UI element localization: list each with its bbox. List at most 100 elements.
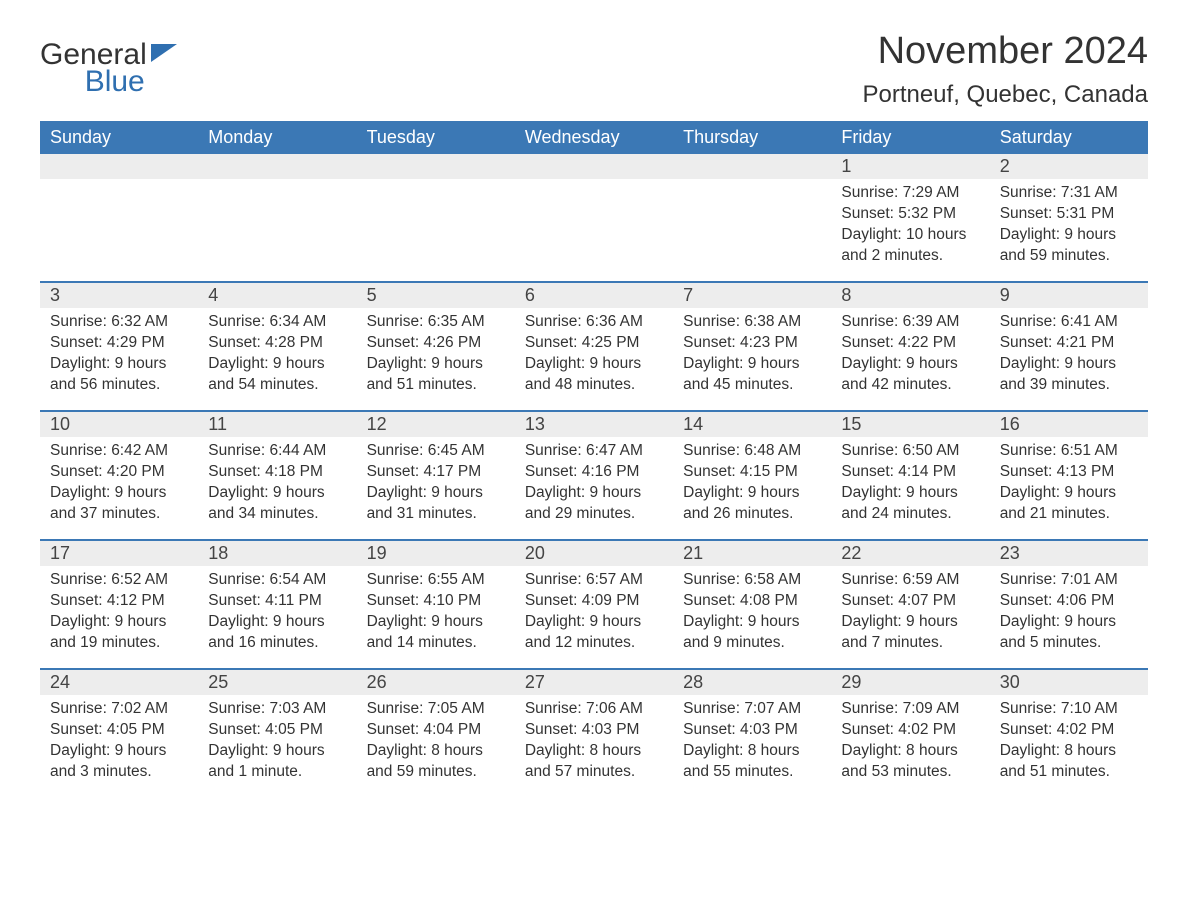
daylight-line: Daylight: 9 hours and 12 minutes. — [525, 612, 663, 654]
calendar-header-row: SundayMondayTuesdayWednesdayThursdayFrid… — [40, 121, 1148, 154]
calendar-day-cell: 1Sunrise: 7:29 AMSunset: 5:32 PMDaylight… — [831, 154, 989, 282]
day-number: 17 — [40, 541, 198, 566]
sunrise-line: Sunrise: 6:52 AM — [50, 570, 188, 591]
day-body: Sunrise: 6:50 AMSunset: 4:14 PMDaylight:… — [831, 437, 989, 533]
sunset-line: Sunset: 4:23 PM — [683, 333, 821, 354]
sunrise-line: Sunrise: 6:35 AM — [367, 312, 505, 333]
day-body: Sunrise: 6:41 AMSunset: 4:21 PMDaylight:… — [990, 308, 1148, 404]
sunrise-line: Sunrise: 7:09 AM — [841, 699, 979, 720]
daylight-line: Daylight: 8 hours and 55 minutes. — [683, 741, 821, 783]
weekday-header: Monday — [198, 121, 356, 154]
calendar-week-row: 10Sunrise: 6:42 AMSunset: 4:20 PMDayligh… — [40, 412, 1148, 540]
calendar-day-cell — [357, 154, 515, 282]
sunset-line: Sunset: 4:16 PM — [525, 462, 663, 483]
calendar-day-cell: 16Sunrise: 6:51 AMSunset: 4:13 PMDayligh… — [990, 412, 1148, 540]
sunrise-line: Sunrise: 6:39 AM — [841, 312, 979, 333]
calendar-day-cell: 5Sunrise: 6:35 AMSunset: 4:26 PMDaylight… — [357, 283, 515, 411]
day-number: 24 — [40, 670, 198, 695]
day-body: Sunrise: 7:02 AMSunset: 4:05 PMDaylight:… — [40, 695, 198, 791]
sunset-line: Sunset: 4:29 PM — [50, 333, 188, 354]
day-number: 10 — [40, 412, 198, 437]
sunset-line: Sunset: 4:05 PM — [208, 720, 346, 741]
day-body: Sunrise: 6:54 AMSunset: 4:11 PMDaylight:… — [198, 566, 356, 662]
day-body: Sunrise: 6:47 AMSunset: 4:16 PMDaylight:… — [515, 437, 673, 533]
daylight-line: Daylight: 9 hours and 19 minutes. — [50, 612, 188, 654]
day-number: 22 — [831, 541, 989, 566]
daylight-line: Daylight: 8 hours and 59 minutes. — [367, 741, 505, 783]
calendar-day-cell: 19Sunrise: 6:55 AMSunset: 4:10 PMDayligh… — [357, 541, 515, 669]
daylight-line: Daylight: 9 hours and 29 minutes. — [525, 483, 663, 525]
day-number: 3 — [40, 283, 198, 308]
calendar-day-cell: 2Sunrise: 7:31 AMSunset: 5:31 PMDaylight… — [990, 154, 1148, 282]
sunrise-line: Sunrise: 6:44 AM — [208, 441, 346, 462]
brand-logo: General Blue — [40, 30, 177, 95]
sunset-line: Sunset: 4:03 PM — [683, 720, 821, 741]
sunrise-line: Sunrise: 7:07 AM — [683, 699, 821, 720]
day-body: Sunrise: 7:07 AMSunset: 4:03 PMDaylight:… — [673, 695, 831, 791]
daylight-line: Daylight: 8 hours and 51 minutes. — [1000, 741, 1138, 783]
weekday-header: Friday — [831, 121, 989, 154]
calendar-day-cell: 23Sunrise: 7:01 AMSunset: 4:06 PMDayligh… — [990, 541, 1148, 669]
sunset-line: Sunset: 5:31 PM — [1000, 204, 1138, 225]
sunset-line: Sunset: 4:22 PM — [841, 333, 979, 354]
calendar-day-cell: 3 Sunrise: 6:32 AMSunset: 4:29 PMDaylight… — [40, 283, 198, 411]
calendar-day-cell: 29Sunrise: 7:09 AMSunset: 4:02 PMDayligh… — [831, 670, 989, 798]
day-body: Sunrise: 6:39 AMSunset: 4:22 PMDaylight:… — [831, 308, 989, 404]
calendar-day-cell: 17Sunrise: 6:52 AMSunset: 4:12 PMDayligh… — [40, 541, 198, 669]
day-body: Sunrise: 7:29 AMSunset: 5:32 PMDaylight:… — [831, 179, 989, 275]
sunrise-line: Sunrise: 6:54 AM — [208, 570, 346, 591]
calendar-day-cell: 15Sunrise: 6:50 AMSunset: 4:14 PMDayligh… — [831, 412, 989, 540]
day-number-empty — [40, 154, 198, 179]
daylight-line: Daylight: 8 hours and 53 minutes. — [841, 741, 979, 783]
sunset-line: Sunset: 4:06 PM — [1000, 591, 1138, 612]
sunset-line: Sunset: 5:32 PM — [841, 204, 979, 225]
sunset-line: Sunset: 4:09 PM — [525, 591, 663, 612]
daylight-line: Daylight: 9 hours and 51 minutes. — [367, 354, 505, 396]
daylight-line: Daylight: 9 hours and 37 minutes. — [50, 483, 188, 525]
sunset-line: Sunset: 4:26 PM — [367, 333, 505, 354]
daylight-line: Daylight: 9 hours and 56 minutes. — [50, 354, 188, 396]
sunrise-line: Sunrise: 6:48 AM — [683, 441, 821, 462]
calendar-day-cell: 9Sunrise: 6:41 AMSunset: 4:21 PMDaylight… — [990, 283, 1148, 411]
day-number: 21 — [673, 541, 831, 566]
weekday-header: Wednesday — [515, 121, 673, 154]
calendar-day-cell: 22Sunrise: 6:59 AMSunset: 4:07 PMDayligh… — [831, 541, 989, 669]
day-body: Sunrise: 6:51 AMSunset: 4:13 PMDaylight:… — [990, 437, 1148, 533]
day-number: 14 — [673, 412, 831, 437]
sunset-line: Sunset: 4:15 PM — [683, 462, 821, 483]
sunrise-line: Sunrise: 6:41 AM — [1000, 312, 1138, 333]
day-body: Sunrise: 7:10 AMSunset: 4:02 PMDaylight:… — [990, 695, 1148, 791]
day-body: Sunrise: 7:05 AMSunset: 4:04 PMDaylight:… — [357, 695, 515, 791]
calendar-day-cell: 6Sunrise: 6:36 AMSunset: 4:25 PMDaylight… — [515, 283, 673, 411]
sunrise-line: Sunrise: 7:29 AM — [841, 183, 979, 204]
sunrise-line: Sunrise: 7:01 AM — [1000, 570, 1138, 591]
day-number-empty — [515, 154, 673, 179]
day-number: 11 — [198, 412, 356, 437]
calendar-day-cell: 28Sunrise: 7:07 AMSunset: 4:03 PMDayligh… — [673, 670, 831, 798]
sunrise-line: Sunrise: 7:31 AM — [1000, 183, 1138, 204]
daylight-line: Daylight: 9 hours and 21 minutes. — [1000, 483, 1138, 525]
sunrise-line: Sunrise: 6:57 AM — [525, 570, 663, 591]
sunrise-line: Sunrise: 6:32 AM — [50, 312, 188, 333]
sunset-line: Sunset: 4:12 PM — [50, 591, 188, 612]
sunset-line: Sunset: 4:02 PM — [1000, 720, 1138, 741]
day-number: 13 — [515, 412, 673, 437]
weekday-header: Saturday — [990, 121, 1148, 154]
daylight-line: Daylight: 9 hours and 24 minutes. — [841, 483, 979, 525]
calendar-day-cell: 30Sunrise: 7:10 AMSunset: 4:02 PMDayligh… — [990, 670, 1148, 798]
calendar-day-cell: 25Sunrise: 7:03 AMSunset: 4:05 PMDayligh… — [198, 670, 356, 798]
calendar-week-row: 1Sunrise: 7:29 AMSunset: 5:32 PMDaylight… — [40, 154, 1148, 282]
sunrise-line: Sunrise: 6:58 AM — [683, 570, 821, 591]
calendar-day-cell: 13Sunrise: 6:47 AMSunset: 4:16 PMDayligh… — [515, 412, 673, 540]
daylight-line: Daylight: 9 hours and 9 minutes. — [683, 612, 821, 654]
day-body: Sunrise: 6:45 AMSunset: 4:17 PMDaylight:… — [357, 437, 515, 533]
day-number: 6 — [515, 283, 673, 308]
day-number: 19 — [357, 541, 515, 566]
calendar-day-cell: 27Sunrise: 7:06 AMSunset: 4:03 PMDayligh… — [515, 670, 673, 798]
sunrise-line: Sunrise: 6:59 AM — [841, 570, 979, 591]
calendar-week-row: 24Sunrise: 7:02 AMSunset: 4:05 PMDayligh… — [40, 670, 1148, 798]
day-body: Sunrise: 6:34 AMSunset: 4:28 PMDaylight:… — [198, 308, 356, 404]
daylight-line: Daylight: 9 hours and 45 minutes. — [683, 354, 821, 396]
sunset-line: Sunset: 4:13 PM — [1000, 462, 1138, 483]
day-body: Sunrise: 6:52 AMSunset: 4:12 PMDaylight:… — [40, 566, 198, 662]
